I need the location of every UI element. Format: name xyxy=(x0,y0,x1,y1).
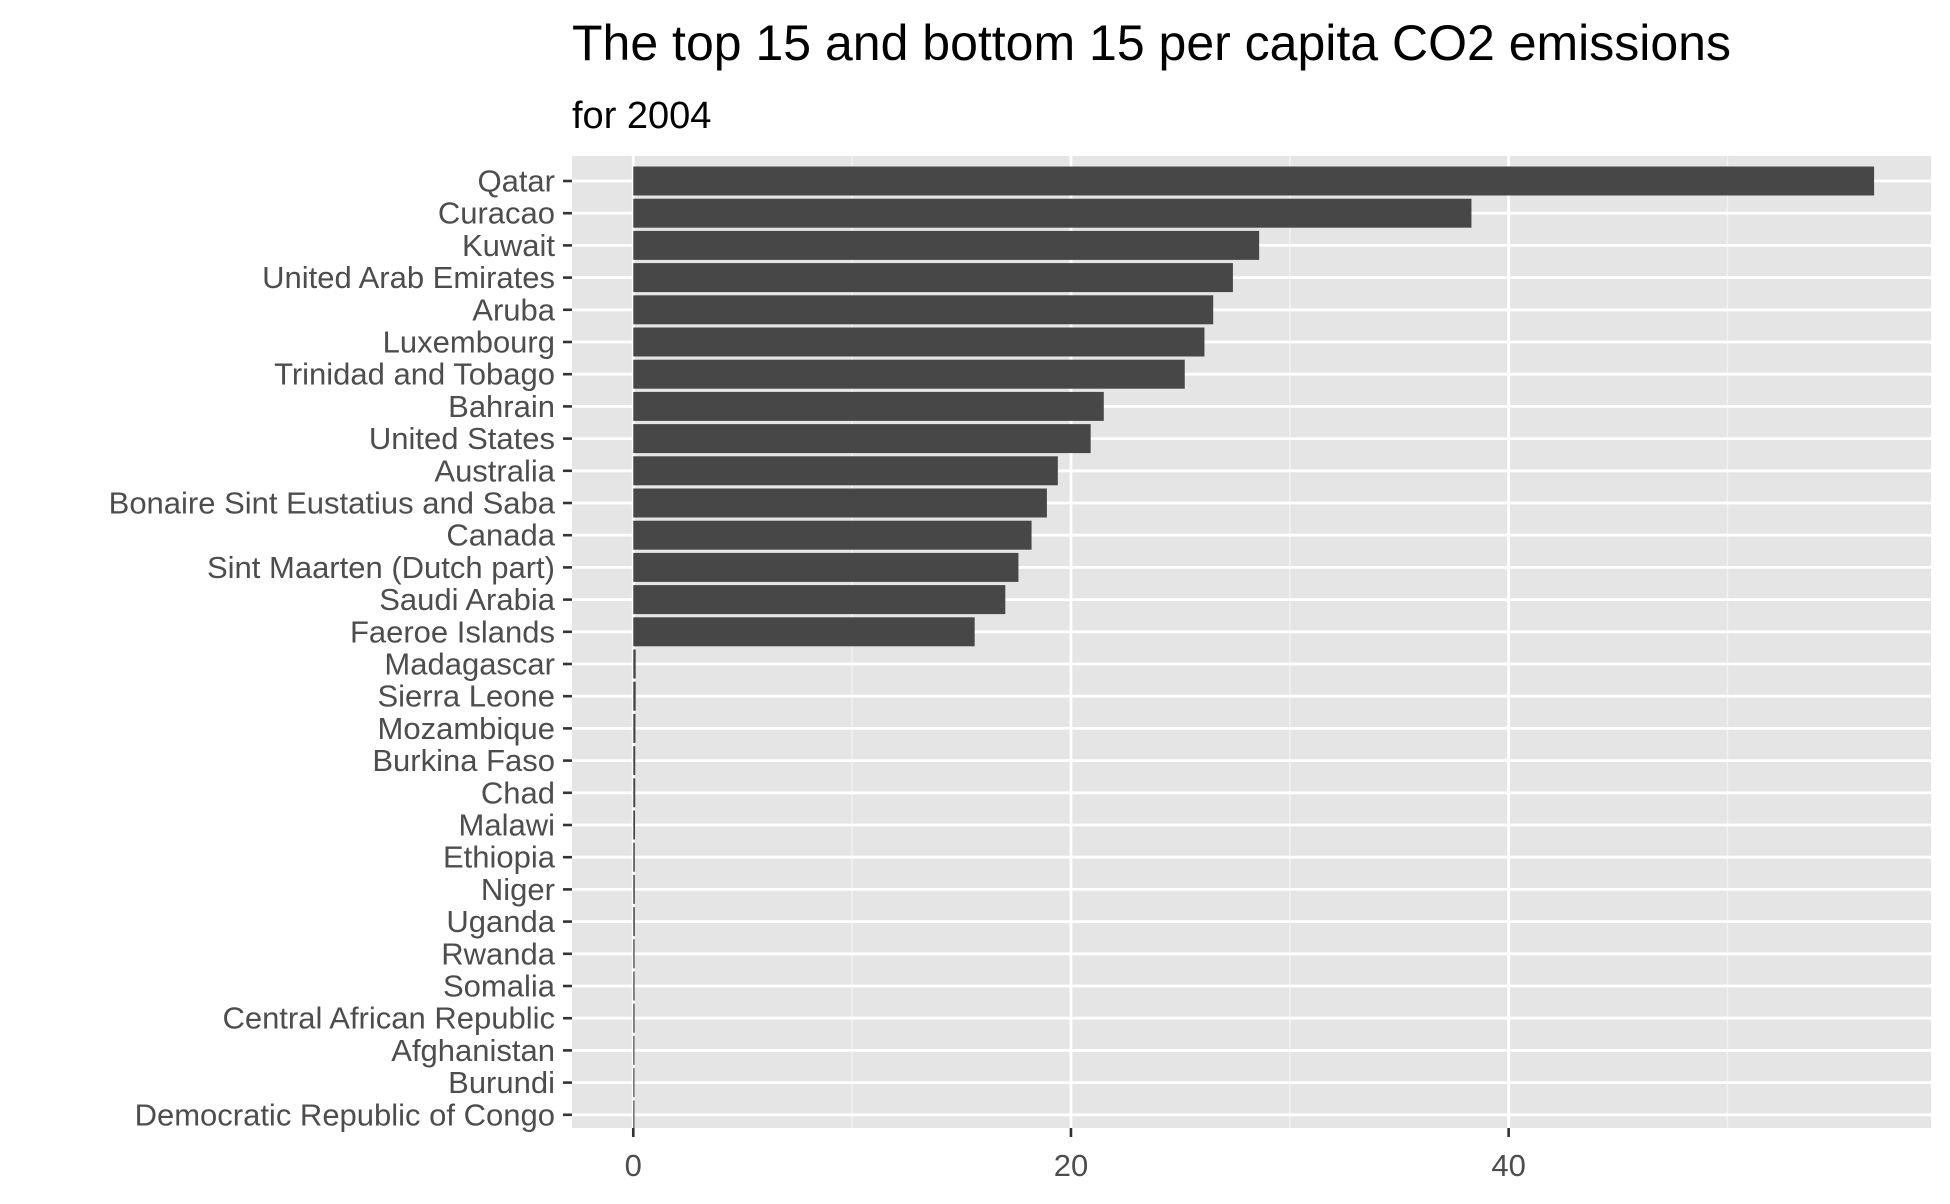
bar xyxy=(633,359,1185,389)
bar xyxy=(633,166,1875,196)
bar xyxy=(633,230,1260,260)
bar xyxy=(633,810,636,840)
y-tick-label: Uganda xyxy=(446,904,555,939)
y-tick-label: Malawi xyxy=(459,808,555,843)
y-tick-label: Kuwait xyxy=(462,228,555,263)
bar xyxy=(633,198,1472,228)
bar xyxy=(633,713,636,743)
y-tick-label: Democratic Republic of Congo xyxy=(135,1097,555,1132)
bar xyxy=(633,1035,635,1065)
bar xyxy=(633,778,636,808)
x-tick-label: 20 xyxy=(1054,1148,1088,1183)
bar xyxy=(633,1003,635,1033)
bar xyxy=(633,649,636,679)
y-tick-label: Aruba xyxy=(472,292,555,327)
bar xyxy=(633,391,1104,421)
y-tick-label: Sierra Leone xyxy=(377,679,555,714)
y-tick-label: Qatar xyxy=(477,164,555,199)
bar xyxy=(633,842,635,872)
bar xyxy=(633,263,1233,293)
y-tick-label: Bahrain xyxy=(448,389,555,424)
y-tick-label: Afghanistan xyxy=(391,1033,555,1068)
y-tick-label: Sint Maarten (Dutch part) xyxy=(207,550,555,585)
chart-title: The top 15 and bottom 15 per capita CO2 … xyxy=(572,15,1731,71)
y-tick-label: Ethiopia xyxy=(443,840,556,875)
bar xyxy=(633,327,1205,357)
bar xyxy=(633,424,1091,454)
bar xyxy=(633,552,1019,582)
chart-subtitle: for 2004 xyxy=(572,95,711,137)
y-tick-label: Central African Republic xyxy=(222,1001,555,1036)
x-axis: 0 20 40 xyxy=(625,1128,1526,1183)
bar xyxy=(633,681,636,711)
y-tick-label: Rwanda xyxy=(441,936,555,971)
y-tick-label: Somalia xyxy=(443,969,556,1004)
bar xyxy=(633,939,635,969)
y-tick-label: Faeroe Islands xyxy=(350,614,555,649)
bar xyxy=(633,585,1006,615)
y-tick-label: Burundi xyxy=(448,1065,555,1100)
bar xyxy=(633,456,1058,486)
y-tick-label: Trinidad and Tobago xyxy=(274,357,555,392)
bar xyxy=(633,1100,635,1130)
bar xyxy=(633,907,635,937)
x-tick-label: 0 xyxy=(625,1148,642,1183)
y-tick-label: Burkina Faso xyxy=(372,743,555,778)
y-tick-label: Luxembourg xyxy=(383,325,555,360)
y-tick-label: Curacao xyxy=(438,196,555,231)
bar xyxy=(633,971,635,1001)
y-tick-label: Chad xyxy=(481,775,555,810)
bar xyxy=(633,1068,635,1098)
bars xyxy=(633,166,1875,1130)
x-tick-label: 40 xyxy=(1491,1148,1525,1183)
bar xyxy=(633,617,975,647)
bar xyxy=(633,746,636,776)
y-tick-label: Bonaire Sint Eustatius and Saba xyxy=(109,486,556,521)
y-tick-label: Canada xyxy=(446,518,555,553)
y-tick-label: United Arab Emirates xyxy=(262,260,555,295)
bar xyxy=(633,295,1214,325)
y-tick-label: Madagascar xyxy=(384,647,555,682)
y-tick-label: Niger xyxy=(481,872,555,907)
y-tick-label: Australia xyxy=(434,453,555,488)
y-tick-label: Saudi Arabia xyxy=(379,582,556,617)
bar xyxy=(633,874,635,904)
y-tick-label: United States xyxy=(369,421,555,456)
y-tick-label: Mozambique xyxy=(378,711,555,746)
bar xyxy=(633,520,1032,550)
bar xyxy=(633,488,1047,518)
